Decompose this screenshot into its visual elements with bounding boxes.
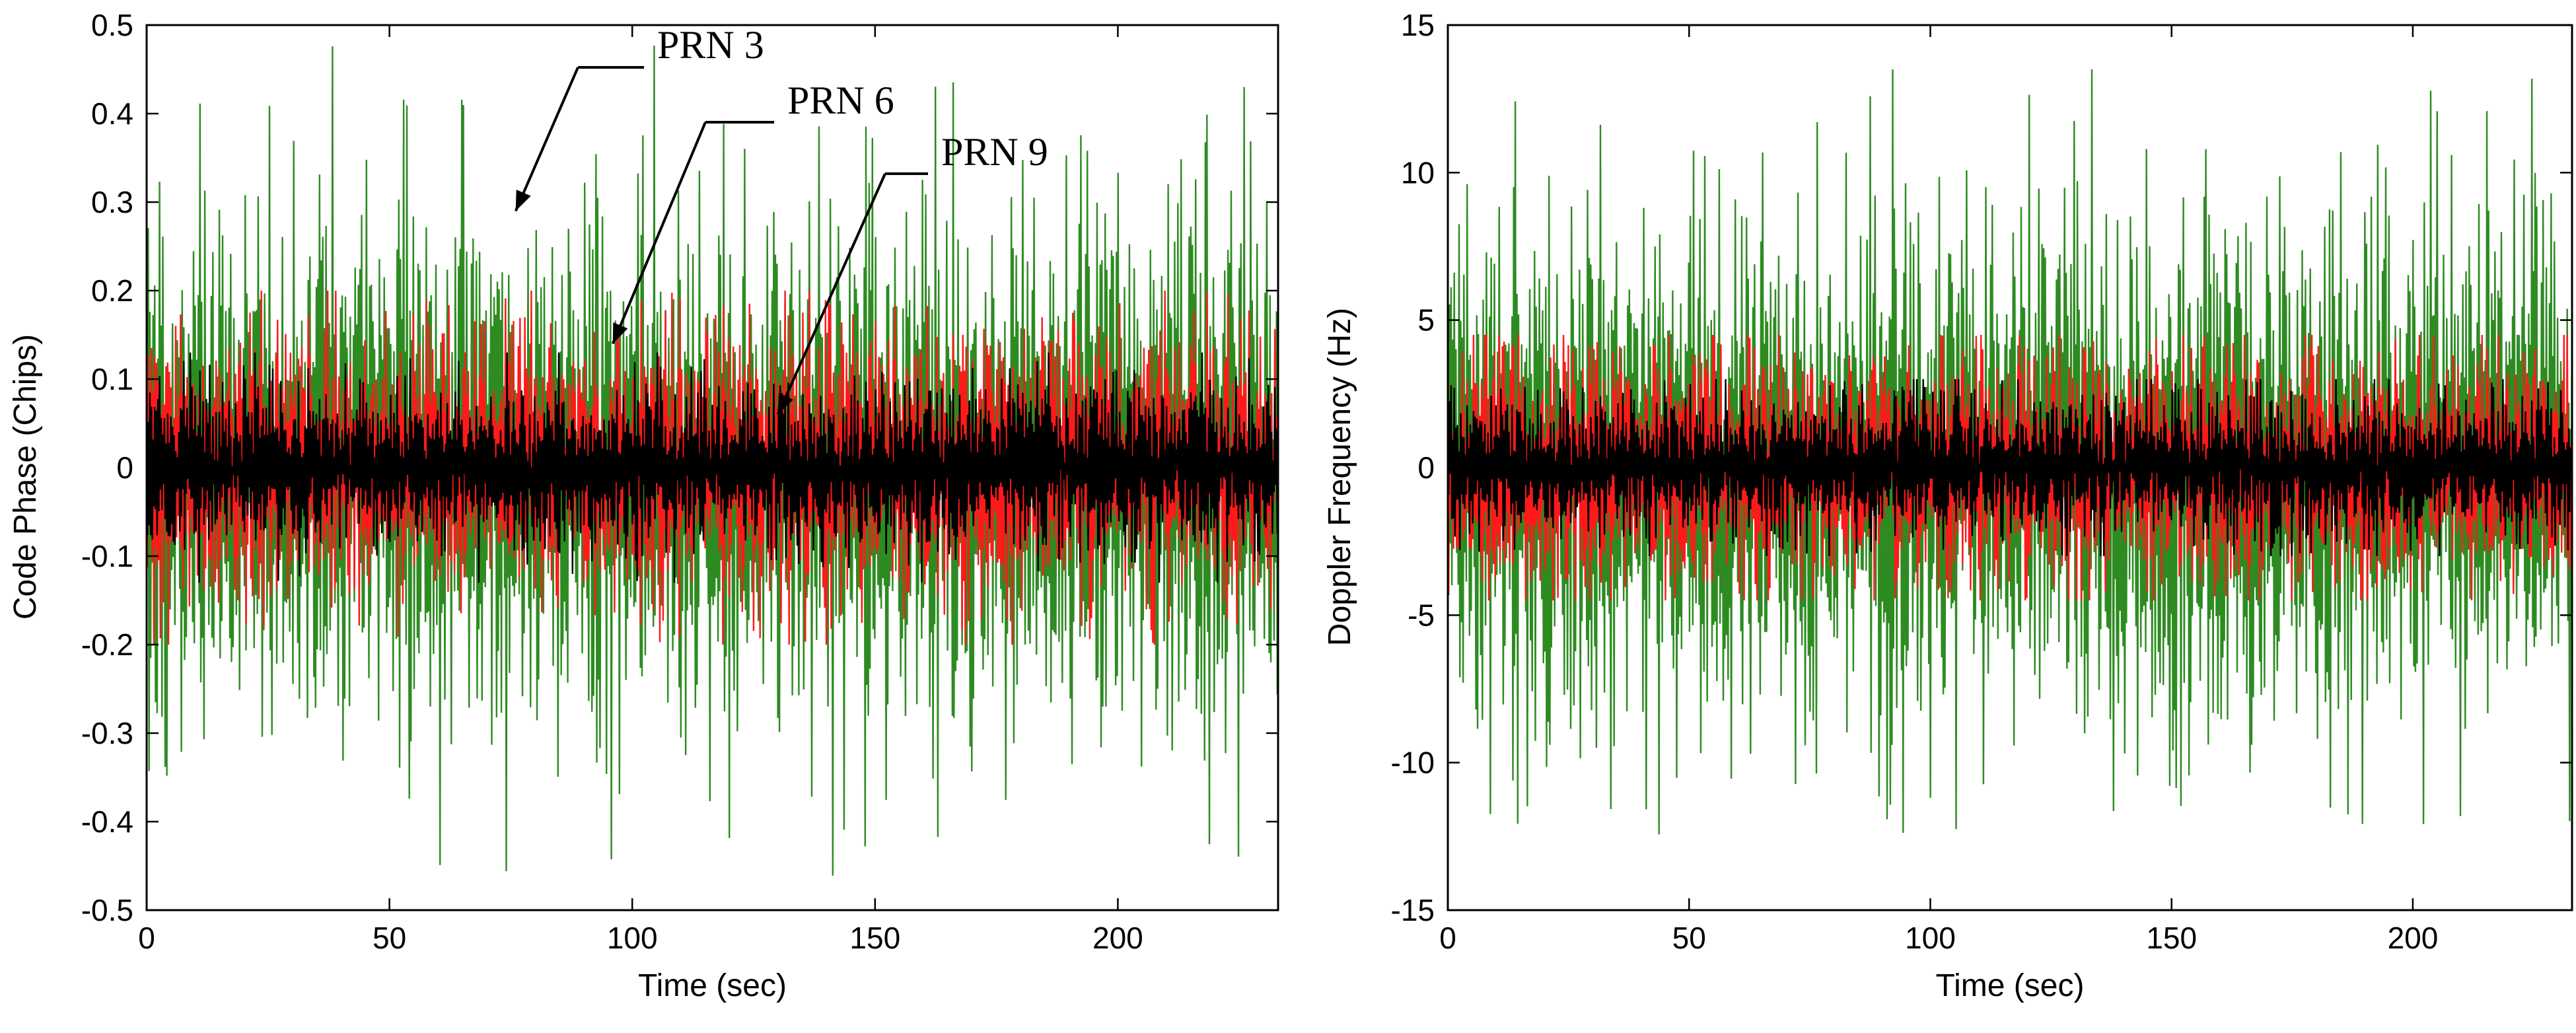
annotation-leader-arrow: [514, 67, 579, 212]
code-phase-annotation-prn-9: PRN 9: [776, 130, 1048, 415]
code-phase-x-axis-title: Time (sec): [638, 968, 787, 1003]
doppler-xtick-label: 50: [1672, 921, 1706, 955]
doppler-series-group: [1448, 69, 2572, 835]
doppler-xtick-label: 100: [1905, 921, 1956, 955]
annotation-label: PRN 6: [787, 79, 894, 122]
code-phase-ytick-label: 0.2: [91, 273, 133, 308]
annotation-arrowhead: [612, 322, 628, 344]
doppler-ytick-label: -5: [1408, 598, 1435, 632]
doppler-y-axis-title: Doppler Frequency (Hz): [1322, 308, 1357, 646]
doppler-ytick-label: 0: [1417, 450, 1435, 485]
code-phase-ytick-label: 0.1: [91, 362, 133, 396]
code-phase-ytick-label: -0.2: [81, 627, 133, 662]
annotation-label: PRN 3: [657, 23, 764, 67]
doppler-ytick-label: 10: [1401, 155, 1435, 190]
code-phase-annotation-prn-6: PRN 6: [611, 79, 894, 345]
code-phase-ytick-label: 0.3: [91, 185, 133, 219]
doppler-ytick-label: 15: [1401, 8, 1435, 42]
doppler-xtick-label: 150: [2146, 921, 2197, 955]
code-phase-ytick-label: -0.3: [81, 716, 133, 750]
annotation-label: PRN 9: [941, 130, 1048, 174]
code-phase-xtick-label: 150: [849, 921, 900, 955]
code-phase-ytick-label: -0.5: [81, 893, 133, 927]
doppler-xtick-label: 0: [1439, 921, 1456, 955]
doppler-series-prn-9: [1448, 378, 2572, 557]
annotation-arrowhead: [777, 393, 793, 415]
code-phase-xtick-label: 200: [1092, 921, 1143, 955]
doppler-xtick-label: 200: [2388, 921, 2439, 955]
code-phase-series-prn-9: [147, 352, 1278, 583]
doppler-x-axis-title: Time (sec): [1936, 968, 2085, 1003]
code-phase-series-group: [147, 46, 1278, 876]
code-phase-xtick-label: 0: [138, 921, 155, 955]
code-phase-ytick-label: 0.5: [91, 8, 133, 42]
code-phase-xtick-label: 100: [607, 921, 658, 955]
code-phase-ytick-label: 0.4: [91, 96, 133, 131]
doppler-ytick-label: 5: [1417, 303, 1435, 338]
code-phase-ytick-label: -0.1: [81, 539, 133, 573]
code-phase-ytick-label: 0: [116, 450, 133, 485]
code-phase-xtick-label: 50: [373, 921, 406, 955]
code-phase-ytick-label: -0.4: [81, 804, 133, 839]
doppler-ytick-label: -10: [1391, 746, 1435, 780]
annotation-arrowhead: [515, 190, 531, 211]
doppler-ytick-label: -15: [1391, 893, 1435, 927]
code-phase-panel: 0 50 100 150 200 0.5 0.4 0.3 0.2 0.1 0 -0.1 -0.2 -0.3…: [8, 8, 1279, 1003]
annotation-leader-arrow: [611, 122, 707, 345]
annotation-leader-arrow: [776, 173, 886, 415]
code-phase-annotation-prn-3: PRN 3: [514, 23, 764, 212]
code-phase-y-axis-title: Code Phase (Chips): [8, 334, 43, 620]
